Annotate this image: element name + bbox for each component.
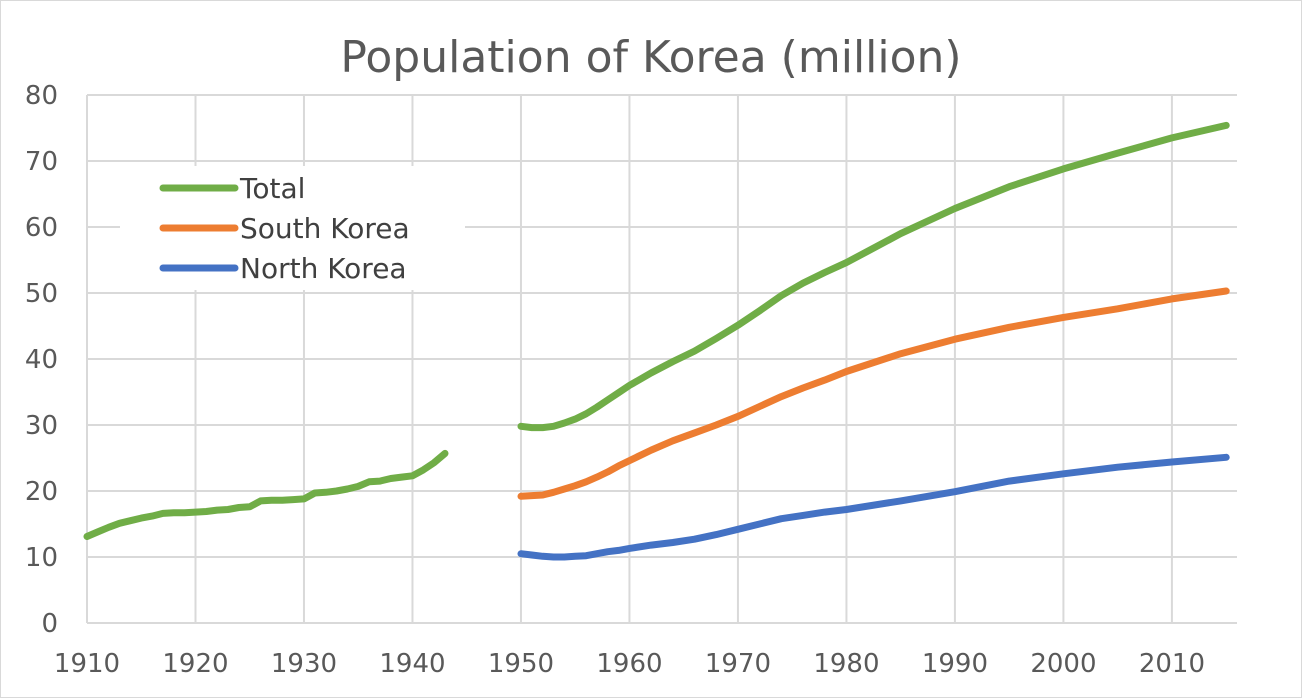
x-tick-label: 1990 [922,649,988,679]
y-tick-label: 40 [25,345,58,375]
y-tick-label: 30 [25,411,58,441]
x-tick-label: 1950 [488,649,554,679]
north-korea-line [517,453,1230,561]
series-lines [83,121,1230,561]
x-axis-ticks: 1910 1920 1930 1940 1950 1960 1970 1980 1990 2000… [54,649,1205,679]
x-tick-label: 1920 [162,649,228,679]
y-tick-label: 70 [25,147,58,177]
south-korea-line [517,287,1230,500]
y-tick-label: 60 [25,213,58,243]
x-tick-label: 1980 [813,649,879,679]
y-tick-label: 50 [25,279,58,309]
y-tick-label: 10 [25,543,58,573]
y-axis-ticks: 0 10 20 30 40 50 60 70 80 [25,81,58,639]
x-tick-label: 1910 [54,649,120,679]
total-line [83,449,449,540]
total-line [517,121,1230,432]
x-tick-label: 2010 [1139,649,1205,679]
x-tick-label: 1930 [271,649,337,679]
y-tick-label: 0 [41,609,58,639]
x-tick-label: 1960 [596,649,662,679]
legend-label-total: Total [239,172,305,205]
legend-label-south-korea: South Korea [240,212,410,245]
x-tick-label: 1970 [705,649,771,679]
x-tick-label: 1940 [379,649,445,679]
chart-title: Population of Korea (million) [340,32,961,83]
legend-label-north-korea: North Korea [240,252,407,285]
legend: Total South Korea North Korea [120,166,465,290]
y-tick-label: 20 [25,477,58,507]
x-tick-label: 2000 [1030,649,1096,679]
y-tick-label: 80 [25,81,58,111]
gridlines [86,94,1237,624]
